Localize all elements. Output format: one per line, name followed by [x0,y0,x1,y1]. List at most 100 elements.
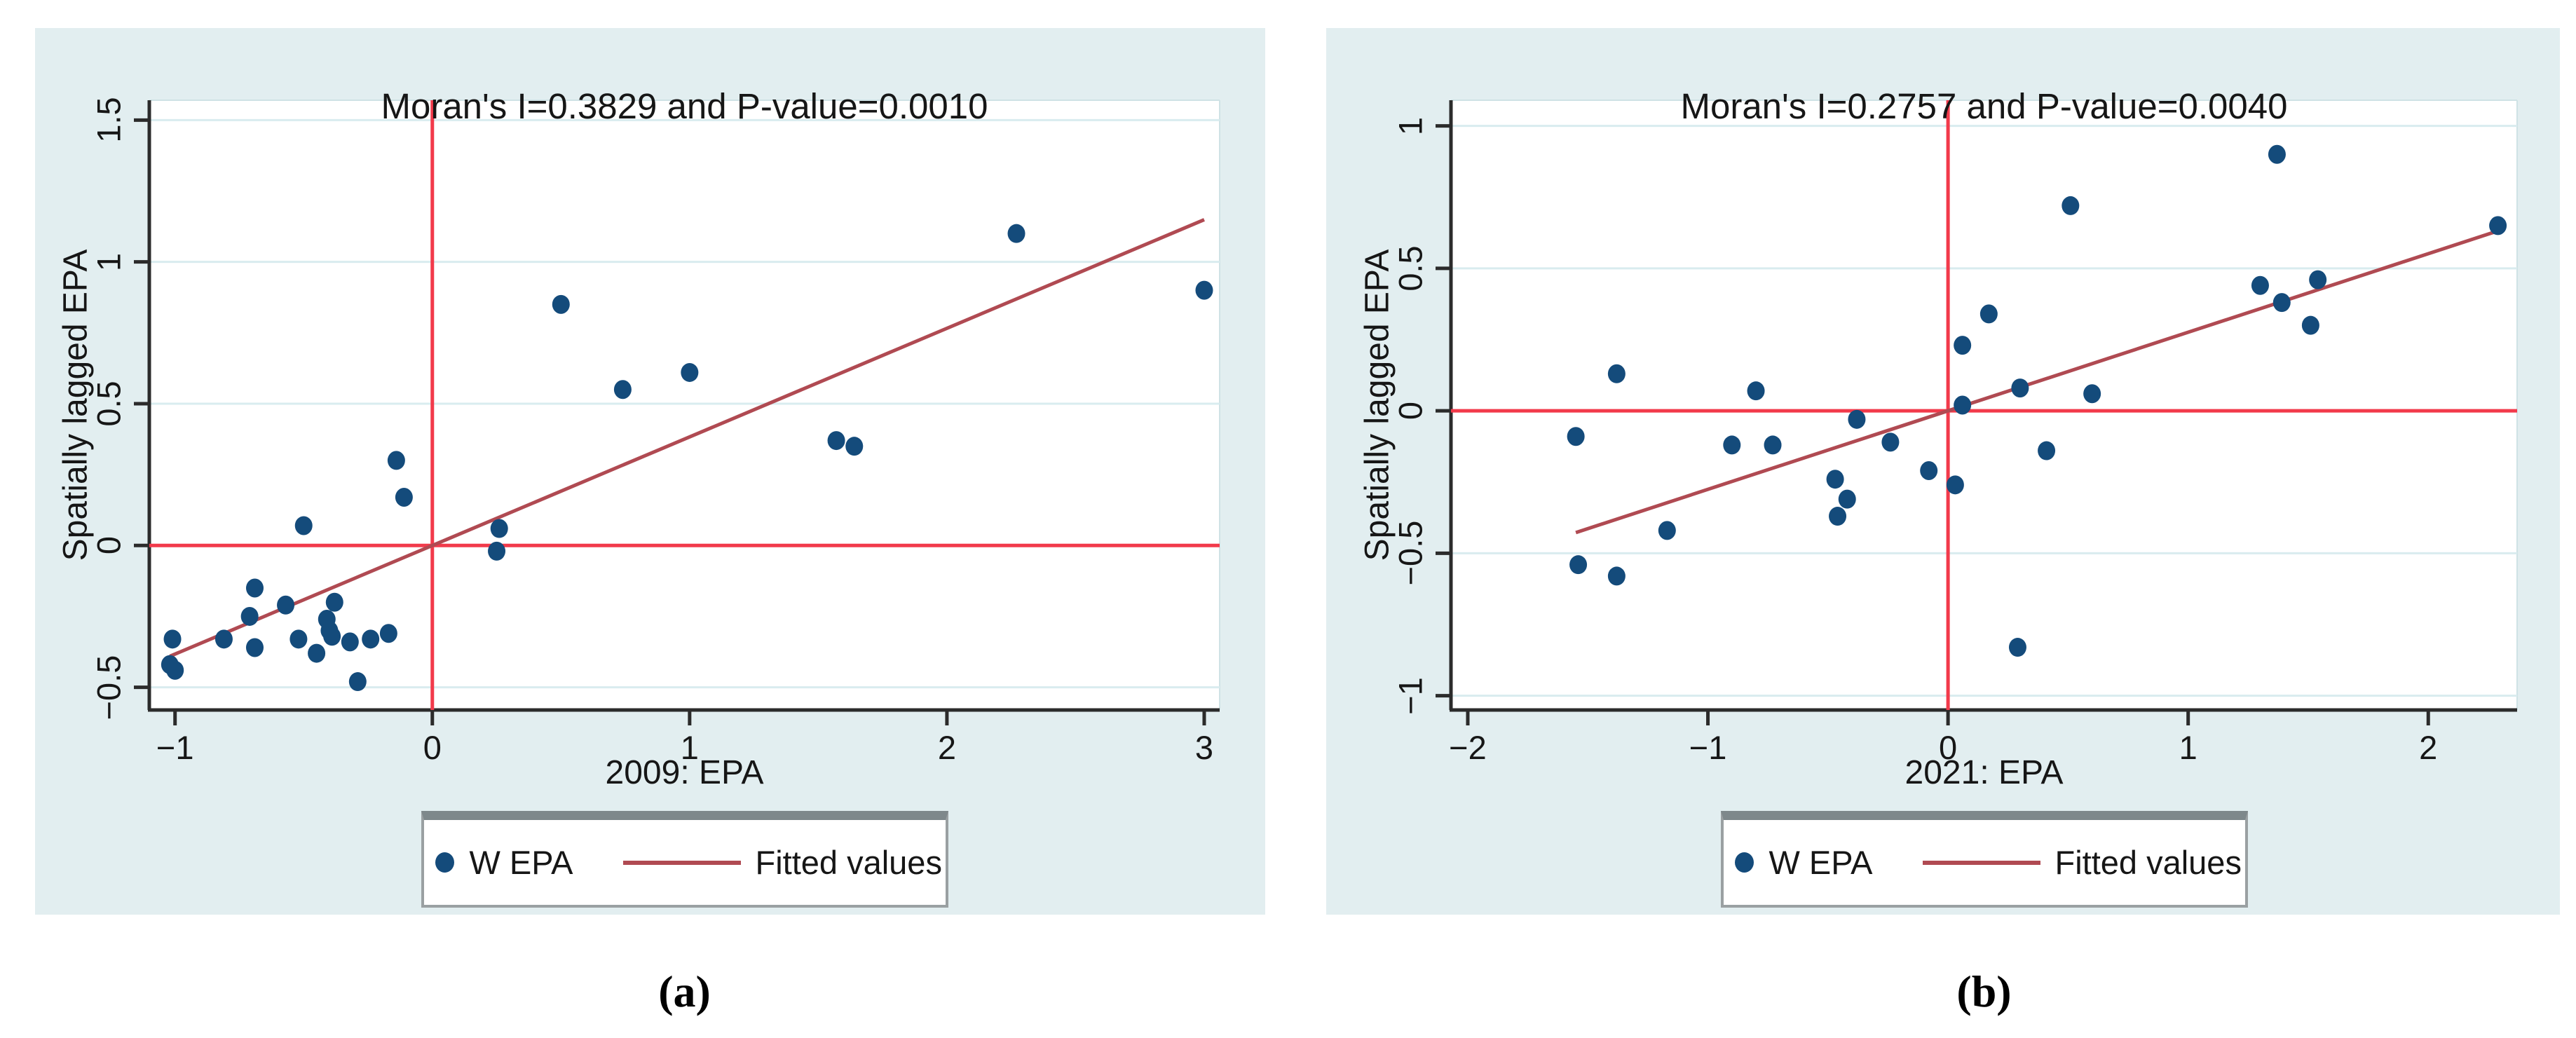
data-point [1826,470,1844,489]
data-point [2301,315,2319,335]
x-tick-label: −1 [1689,729,1727,766]
data-point [294,516,313,535]
x-tick-label: 2 [2419,729,2438,766]
data-point [1954,336,1972,355]
data-point [845,437,864,456]
data-point [613,380,632,400]
fitted-line-icon [1923,860,2041,865]
data-point [245,578,264,598]
x-tick-label: 1 [680,729,699,766]
x-tick-label: −2 [1449,729,1487,766]
y-tick-label: 1.5 [90,97,128,143]
data-point [308,643,326,663]
data-point [1195,280,1213,300]
plot-area [149,100,1220,710]
data-point [1946,475,1964,495]
y-tick-label: 0.5 [1391,245,1429,292]
data-point [827,431,845,451]
y-tick-label: 1 [90,252,128,271]
data-point [362,629,380,649]
x-tick-label: 3 [1194,729,1214,766]
data-point [1764,435,1782,455]
data-point [323,627,341,646]
x-tick-label: 2 [937,729,956,766]
legend-line-label: Fitted values [755,844,942,881]
y-tick-label: 0 [1391,402,1429,421]
x-tick-label: 0 [423,729,442,766]
data-point [2272,293,2291,313]
data-point [341,632,359,652]
data-point [277,595,295,615]
plot-area [1451,100,2517,710]
data-point [2268,144,2286,164]
data-point [1607,566,1626,586]
x-axis-label: 2021: EPA [1904,754,2064,791]
data-point [1979,304,1998,324]
x-tick-label: 1 [2179,729,2197,766]
data-point [552,294,570,314]
data-point [2083,384,2101,404]
scatter-marker-icon [435,852,454,873]
legend-marker-label: W EPA [469,844,573,881]
legend: W EPA Fitted values [1720,811,2248,908]
y-tick-label: 0 [90,536,128,555]
data-point [2011,378,2029,398]
data-point [681,362,699,382]
chart-title: Moran's I=0.3829 and P-value=0.0010 [381,86,988,126]
data-point [325,592,343,612]
data-point [1747,381,1765,401]
data-point [395,488,413,507]
data-point [1954,395,1972,415]
data-point [166,660,184,680]
data-point [240,606,259,626]
data-point [1838,489,1856,509]
data-point [1848,409,1866,429]
y-tick-label: 0.5 [90,381,128,427]
data-point [289,629,308,649]
y-tick-label: −0.5 [90,655,128,721]
panel-a: Moran's I=0.3829 and P-value=0.0010 Spat… [35,28,1265,915]
data-point [1920,461,1938,481]
x-axis-label: 2009: EPA [605,754,764,791]
data-point [1007,224,1025,243]
y-tick-label: −0.5 [1391,520,1429,586]
data-point [1658,521,1676,540]
data-point [490,519,508,538]
caption-a: (a) [658,967,711,1016]
x-tick-label: 0 [1939,729,1958,766]
scatter-marker-icon [1734,852,1754,873]
plot-canvas-b [1436,100,2518,725]
y-tick-label: −1 [1391,676,1429,715]
data-point [2309,270,2327,289]
data-point [2008,638,2026,657]
fitted-line [1575,229,2499,535]
x-tick-label: −1 [156,729,194,766]
data-point [214,629,233,649]
data-point [1569,555,1588,575]
data-point [2251,275,2269,295]
data-point [1607,364,1626,383]
y-tick-label: 1 [1391,116,1429,135]
data-point [1881,432,1900,452]
fitted-line [169,218,1205,658]
plot-canvas-a [134,100,1220,725]
legend: W EPA Fitted values [421,811,948,908]
data-point [2038,441,2056,460]
fitted-line-icon [623,860,742,865]
data-point [387,451,405,470]
data-point [2062,196,2080,215]
legend-line-label: Fitted values [2054,844,2242,881]
data-point [1567,427,1585,446]
legend-marker-label: W EPA [1769,844,1873,881]
data-point [1829,507,1847,526]
data-point [2489,216,2507,235]
data-point [245,638,264,657]
panel-b: Moran's I=0.2757 and P-value=0.0040 Spat… [1326,28,2560,915]
caption-b: (b) [1956,967,2012,1016]
data-point [379,624,397,643]
chart-title: Moran's I=0.2757 and P-value=0.0040 [1680,86,2288,126]
data-point [1723,435,1741,455]
data-point [488,541,506,561]
data-point [163,629,182,649]
